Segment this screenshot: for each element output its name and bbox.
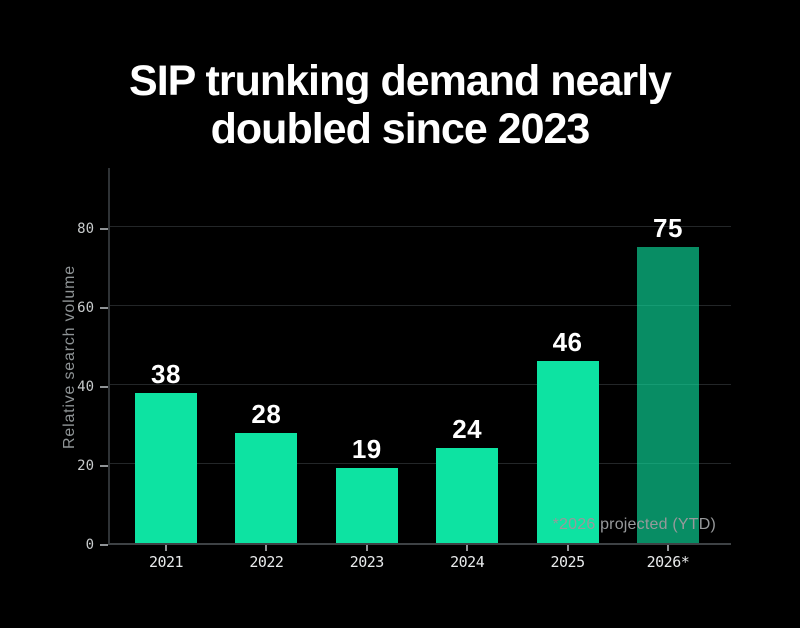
bar-value-label: 75 xyxy=(652,213,683,244)
bar-column-2022: 28 xyxy=(235,398,298,543)
bar-value-label: 38 xyxy=(151,359,181,390)
gridline-80 xyxy=(110,226,731,228)
x-label-cell-2026*: 2026* xyxy=(628,545,708,571)
gridline-60 xyxy=(110,305,731,307)
x-label-cell-2023: 2023 xyxy=(327,545,407,571)
x-tick-mark xyxy=(466,545,469,551)
gridline-20 xyxy=(110,463,731,465)
x-tick-label-2025: 2025 xyxy=(550,553,586,571)
x-tick-label-2021: 2021 xyxy=(148,553,184,571)
x-tick-label-2026*: 2026* xyxy=(646,553,690,571)
x-tick-label-2022: 2022 xyxy=(249,553,284,571)
chart-title: SIP trunking demand nearly doubled since… xyxy=(0,57,800,153)
x-tick-mark xyxy=(265,545,268,551)
y-tick-label-0: 0 xyxy=(85,537,94,553)
y-axis-ticks: 0 20 40 60 80 xyxy=(0,168,108,553)
y-axis-label: Relative search volume xyxy=(61,265,78,449)
x-tick-mark xyxy=(165,545,167,551)
x-label-cell-2025: 2025 xyxy=(528,545,608,571)
plot-area: 38 28 19 24 46 75 *2026 projected (YTD) xyxy=(108,168,731,545)
bar-column-2021: 38 xyxy=(135,360,197,543)
bar-2022 xyxy=(235,432,298,543)
x-tick-mark xyxy=(666,545,669,551)
bar-column-2025: 46 xyxy=(536,327,599,543)
bar-column-2024: 24 xyxy=(436,414,499,543)
x-tick-label-2024: 2024 xyxy=(450,553,485,571)
bar-value-label: 24 xyxy=(452,414,483,445)
gridline-40 xyxy=(110,384,731,386)
y-tick-mark-60 xyxy=(100,307,108,310)
bar-2021 xyxy=(135,393,197,543)
bar-value-label: 46 xyxy=(552,327,583,358)
bars-layer: 38 28 19 24 46 75 xyxy=(135,168,699,543)
x-tick-label-2023: 2023 xyxy=(349,553,385,571)
bar-column-2023: 19 xyxy=(335,434,398,543)
x-axis-labels: 2021 2022 2023 2024 2025 2026* xyxy=(135,545,699,571)
x-tick-mark xyxy=(365,545,368,551)
chart-title-line-2: doubled since 2023 xyxy=(210,105,591,153)
x-label-cell-2024: 2024 xyxy=(427,545,507,571)
gridlines-layer xyxy=(110,168,731,543)
y-tick-label-20: 20 xyxy=(77,458,94,475)
bar-2025 xyxy=(536,361,599,543)
y-tick-label-60: 60 xyxy=(77,300,94,317)
bar-column-2026*: 75 xyxy=(636,213,699,543)
y-tick-label-80: 80 xyxy=(77,221,94,238)
y-tick-mark-20 xyxy=(100,465,108,468)
projection-note: *2026 projected (YTD) xyxy=(552,516,716,533)
y-tick-label-40: 40 xyxy=(77,379,94,396)
x-tick-mark xyxy=(566,545,569,551)
y-tick-mark-80 xyxy=(100,228,108,231)
bar-2023 xyxy=(335,468,398,543)
chart-title-line-1: SIP trunking demand nearly xyxy=(129,57,672,105)
bar-2024 xyxy=(436,448,499,543)
x-label-cell-2021: 2021 xyxy=(126,545,206,571)
bar-value-label: 28 xyxy=(251,398,282,429)
y-tick-mark-40 xyxy=(100,386,108,389)
bar-value-label: 19 xyxy=(351,434,382,465)
x-label-cell-2022: 2022 xyxy=(226,545,306,571)
y-tick-mark-0 xyxy=(100,544,108,546)
bar-2026* xyxy=(636,247,699,543)
